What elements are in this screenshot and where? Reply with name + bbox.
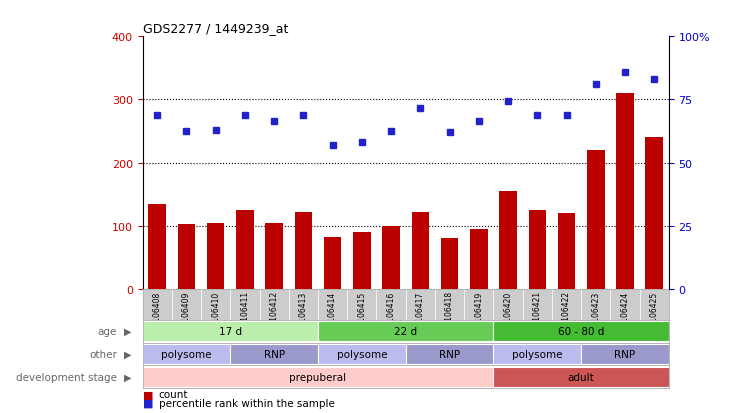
Bar bbox=[265, 223, 283, 289]
Bar bbox=[236, 210, 254, 289]
Text: RNP: RNP bbox=[615, 349, 635, 359]
Text: prepuberal: prepuberal bbox=[289, 372, 346, 382]
Text: adult: adult bbox=[568, 372, 594, 382]
Bar bbox=[201, 289, 230, 320]
Bar bbox=[581, 344, 669, 364]
Bar bbox=[493, 367, 669, 387]
Bar bbox=[610, 289, 640, 320]
Bar bbox=[143, 289, 172, 320]
Text: GSM106409: GSM106409 bbox=[182, 291, 191, 337]
Text: GSM106417: GSM106417 bbox=[416, 291, 425, 337]
Bar bbox=[470, 229, 488, 289]
Bar bbox=[172, 289, 201, 320]
Bar bbox=[645, 138, 663, 289]
Text: RNP: RNP bbox=[264, 349, 284, 359]
Text: GSM106411: GSM106411 bbox=[240, 291, 249, 337]
Text: GSM106410: GSM106410 bbox=[211, 291, 220, 337]
Bar bbox=[552, 289, 581, 320]
Bar bbox=[207, 223, 224, 289]
Bar bbox=[493, 344, 581, 364]
Text: GSM106424: GSM106424 bbox=[621, 291, 629, 337]
Text: age: age bbox=[97, 326, 117, 337]
Bar bbox=[318, 344, 406, 364]
Text: GSM106422: GSM106422 bbox=[562, 291, 571, 337]
Bar bbox=[581, 289, 610, 320]
Bar bbox=[523, 289, 552, 320]
Bar bbox=[347, 289, 376, 320]
Text: GSM106408: GSM106408 bbox=[153, 291, 162, 337]
Bar bbox=[318, 289, 347, 320]
Text: other: other bbox=[89, 349, 117, 359]
Bar bbox=[289, 289, 318, 320]
Bar bbox=[353, 233, 371, 289]
Bar bbox=[318, 321, 493, 342]
Bar bbox=[412, 212, 429, 289]
Bar bbox=[230, 289, 260, 320]
Bar bbox=[558, 214, 575, 289]
Bar bbox=[499, 192, 517, 289]
Text: ▶: ▶ bbox=[124, 326, 132, 337]
Text: GDS2277 / 1449239_at: GDS2277 / 1449239_at bbox=[143, 21, 288, 35]
Text: ▶: ▶ bbox=[124, 349, 132, 359]
Text: count: count bbox=[159, 389, 188, 399]
Text: GSM106412: GSM106412 bbox=[270, 291, 279, 337]
Text: GSM106425: GSM106425 bbox=[650, 291, 659, 337]
Text: GSM106414: GSM106414 bbox=[328, 291, 337, 337]
Text: GSM106420: GSM106420 bbox=[504, 291, 512, 337]
Bar bbox=[148, 204, 166, 289]
Bar bbox=[382, 226, 400, 289]
Bar bbox=[587, 150, 605, 289]
Bar bbox=[143, 367, 493, 387]
Bar bbox=[435, 289, 464, 320]
Bar bbox=[260, 289, 289, 320]
Bar bbox=[376, 289, 406, 320]
Bar bbox=[406, 344, 493, 364]
Text: 22 d: 22 d bbox=[394, 326, 417, 337]
Bar bbox=[464, 289, 493, 320]
Text: RNP: RNP bbox=[439, 349, 460, 359]
Text: ▶: ▶ bbox=[124, 372, 132, 382]
Text: polysome: polysome bbox=[512, 349, 563, 359]
Bar bbox=[493, 321, 669, 342]
Bar bbox=[406, 289, 435, 320]
Text: 17 d: 17 d bbox=[219, 326, 242, 337]
Text: GSM106415: GSM106415 bbox=[357, 291, 366, 337]
Text: GSM106416: GSM106416 bbox=[387, 291, 395, 337]
Text: GSM106421: GSM106421 bbox=[533, 291, 542, 337]
Text: GSM106413: GSM106413 bbox=[299, 291, 308, 337]
Bar bbox=[143, 321, 318, 342]
Text: development stage: development stage bbox=[16, 372, 117, 382]
Bar bbox=[143, 344, 230, 364]
Text: GSM106419: GSM106419 bbox=[474, 291, 483, 337]
Text: ■: ■ bbox=[143, 389, 153, 399]
Bar bbox=[324, 237, 341, 289]
Text: polysome: polysome bbox=[161, 349, 212, 359]
Bar bbox=[529, 210, 546, 289]
Text: 60 - 80 d: 60 - 80 d bbox=[558, 326, 605, 337]
Bar bbox=[640, 289, 669, 320]
Text: GSM106423: GSM106423 bbox=[591, 291, 600, 337]
Text: ■: ■ bbox=[143, 398, 153, 408]
Text: GSM106418: GSM106418 bbox=[445, 291, 454, 337]
Text: polysome: polysome bbox=[336, 349, 387, 359]
Bar bbox=[441, 239, 458, 289]
Bar bbox=[230, 344, 318, 364]
Bar bbox=[493, 289, 523, 320]
Text: percentile rank within the sample: percentile rank within the sample bbox=[159, 398, 335, 408]
Bar bbox=[295, 212, 312, 289]
Bar bbox=[178, 225, 195, 289]
Bar bbox=[616, 94, 634, 289]
